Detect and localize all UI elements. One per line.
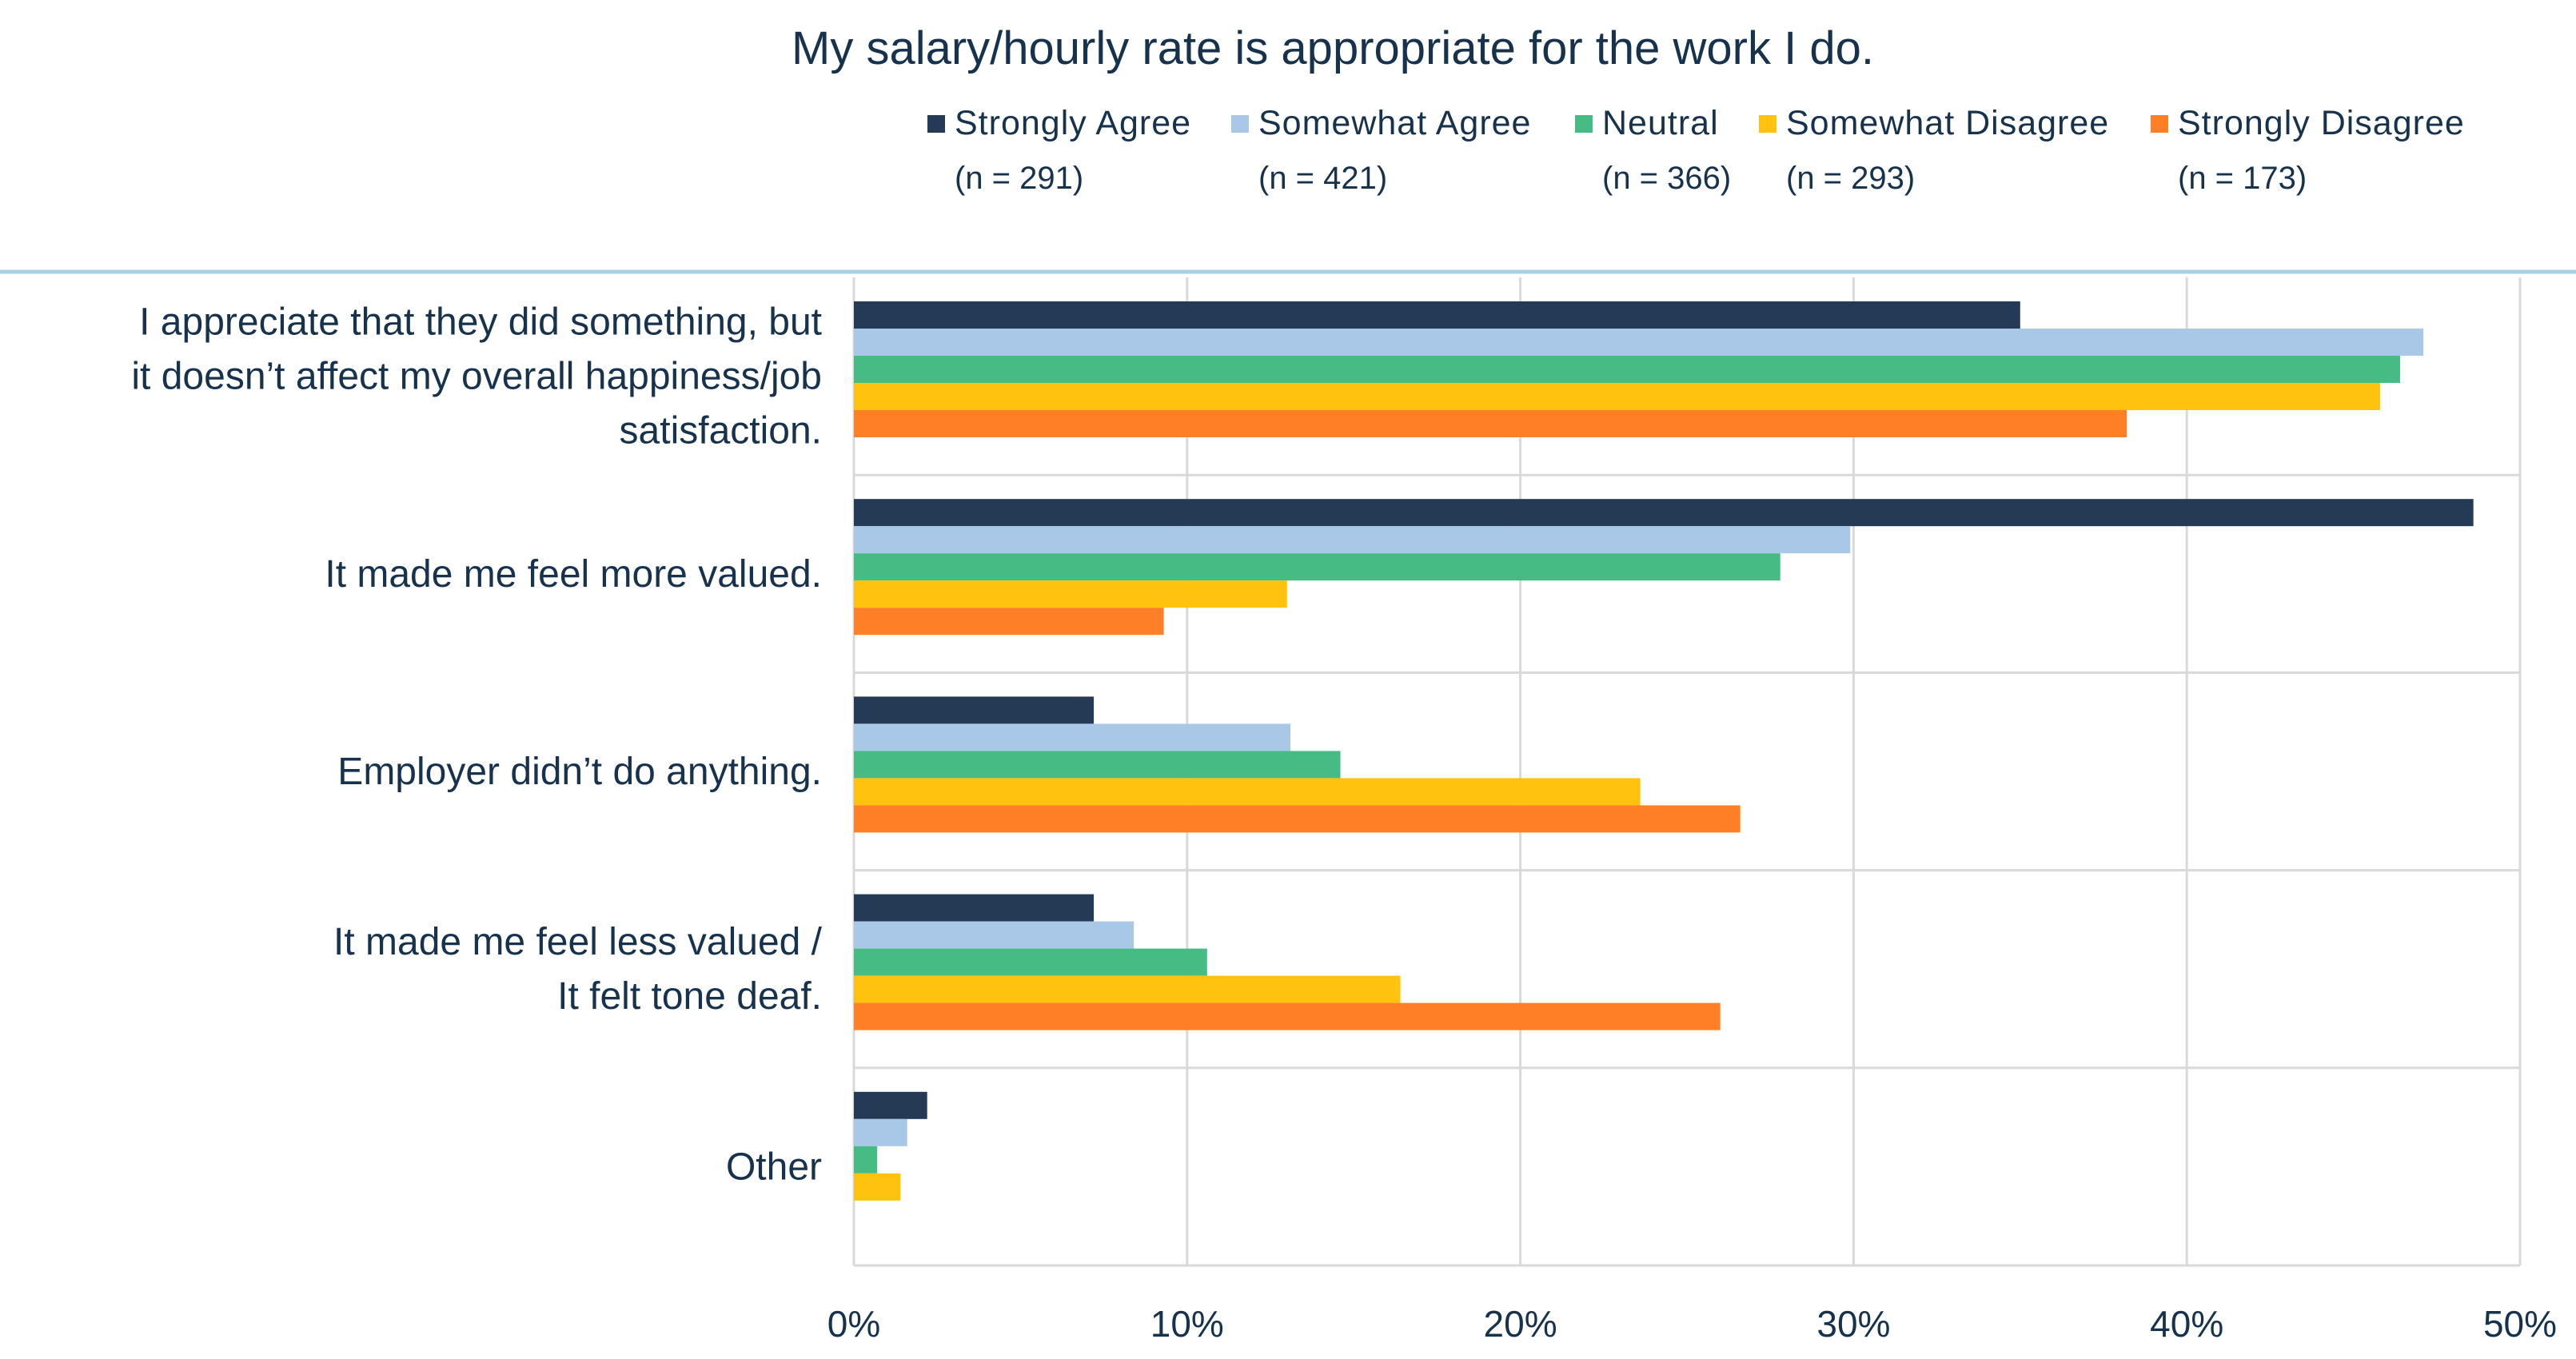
legend-item-strongly-disagree: Strongly Disagree (n = 173): [2151, 104, 2465, 196]
bar-somewhat-disagree-3: [854, 975, 1401, 1003]
legend-label: Somewhat Disagree: [1786, 104, 2109, 142]
bar-neutral-4: [854, 1146, 878, 1174]
bar-strongly-agree-4: [854, 1091, 927, 1119]
legend-swatch: [1231, 115, 1249, 133]
legend-label: Somewhat Agree: [1258, 104, 1531, 142]
category-label-line: It made me feel less valued /: [333, 921, 823, 963]
bar-somewhat-agree-1: [854, 526, 1851, 554]
chart-title: My salary/hourly rate is appropriate for…: [792, 22, 1874, 74]
legend-item-somewhat-disagree: Somewhat Disagree (n = 293): [1759, 104, 2109, 196]
legend-count: (n = 293): [1786, 161, 1915, 196]
legend-label: Neutral: [1602, 104, 1719, 142]
category-label-2: Employer didn’t do anything.: [337, 751, 822, 793]
x-tick-label: 20%: [1484, 1303, 1557, 1345]
bar-strongly-disagree-2: [854, 805, 1741, 833]
legend: Strongly Agree (n = 291) Somewhat Agree (n …: [927, 104, 2465, 196]
bar-somewhat-agree-2: [854, 723, 1291, 751]
legend-label: Strongly Disagree: [2178, 104, 2465, 142]
bar-strongly-disagree-3: [854, 1002, 1721, 1030]
legend-swatch: [1575, 115, 1593, 133]
bar-somewhat-disagree-1: [854, 580, 1287, 608]
category-label-line: satisfaction.: [620, 410, 822, 452]
legend-swatch: [1759, 115, 1776, 133]
legend-count: (n = 366): [1602, 161, 1731, 196]
legend-item-neutral: Neutral (n = 366): [1575, 104, 1731, 196]
category-label-line: Other: [726, 1146, 822, 1188]
bar-neutral-1: [854, 553, 1780, 581]
legend-count: (n = 291): [955, 161, 1083, 196]
bar-strongly-disagree-0: [854, 410, 2127, 437]
x-axis-ticks: 0% 10% 20% 30% 40% 50%: [827, 1303, 2557, 1345]
bar-strongly-disagree-1: [854, 608, 1164, 636]
category-label-1: It made me feel more valued.: [325, 553, 822, 596]
category-label-0: I appreciate that they did something, bu…: [131, 301, 822, 452]
legend-count: (n = 421): [1258, 161, 1387, 196]
legend-count: (n = 173): [2178, 161, 2307, 196]
category-label-line: I appreciate that they did something, bu…: [139, 301, 822, 344]
x-tick-label: 40%: [2150, 1303, 2223, 1345]
category-label-line: It made me feel more valued.: [325, 553, 822, 596]
bar-neutral-0: [854, 356, 2400, 383]
x-tick-label: 30%: [1816, 1303, 1890, 1345]
bar-neutral-3: [854, 948, 1207, 976]
legend-label: Strongly Agree: [955, 104, 1191, 142]
x-tick-label: 50%: [2483, 1303, 2557, 1345]
bar-neutral-2: [854, 751, 1341, 779]
category-label-line: it doesn’t affect my overall happiness/j…: [131, 356, 822, 398]
category-label-4: Other: [726, 1146, 822, 1188]
bar-somewhat-disagree-4: [854, 1173, 901, 1201]
gridlines: [852, 277, 2522, 1267]
legend-swatch: [927, 115, 945, 133]
bar-somewhat-agree-4: [854, 1118, 907, 1146]
bar-strongly-agree-3: [854, 894, 1095, 922]
bar-strongly-agree-0: [854, 301, 2020, 329]
category-label-line: It felt tone deaf.: [557, 975, 822, 1018]
legend-item-strongly-agree: Strongly Agree (n = 291): [927, 104, 1191, 196]
category-labels: I appreciate that they did something, bu…: [131, 301, 822, 1189]
bar-somewhat-disagree-0: [854, 383, 2380, 410]
bar-somewhat-disagree-2: [854, 778, 1641, 806]
bar-strongly-agree-2: [854, 696, 1095, 724]
legend-item-somewhat-agree: Somewhat Agree (n = 421): [1231, 104, 1531, 196]
category-label-line: Employer didn’t do anything.: [337, 751, 822, 793]
x-tick-label: 10%: [1150, 1303, 1224, 1345]
bar-somewhat-agree-0: [854, 329, 2424, 356]
x-tick-label: 0%: [827, 1303, 880, 1345]
category-label-3: It made me feel less valued / It felt ton…: [333, 921, 823, 1018]
bars: [854, 301, 2474, 1201]
bar-strongly-agree-1: [854, 499, 2474, 527]
legend-swatch: [2151, 115, 2168, 133]
bar-somewhat-agree-3: [854, 921, 1134, 949]
